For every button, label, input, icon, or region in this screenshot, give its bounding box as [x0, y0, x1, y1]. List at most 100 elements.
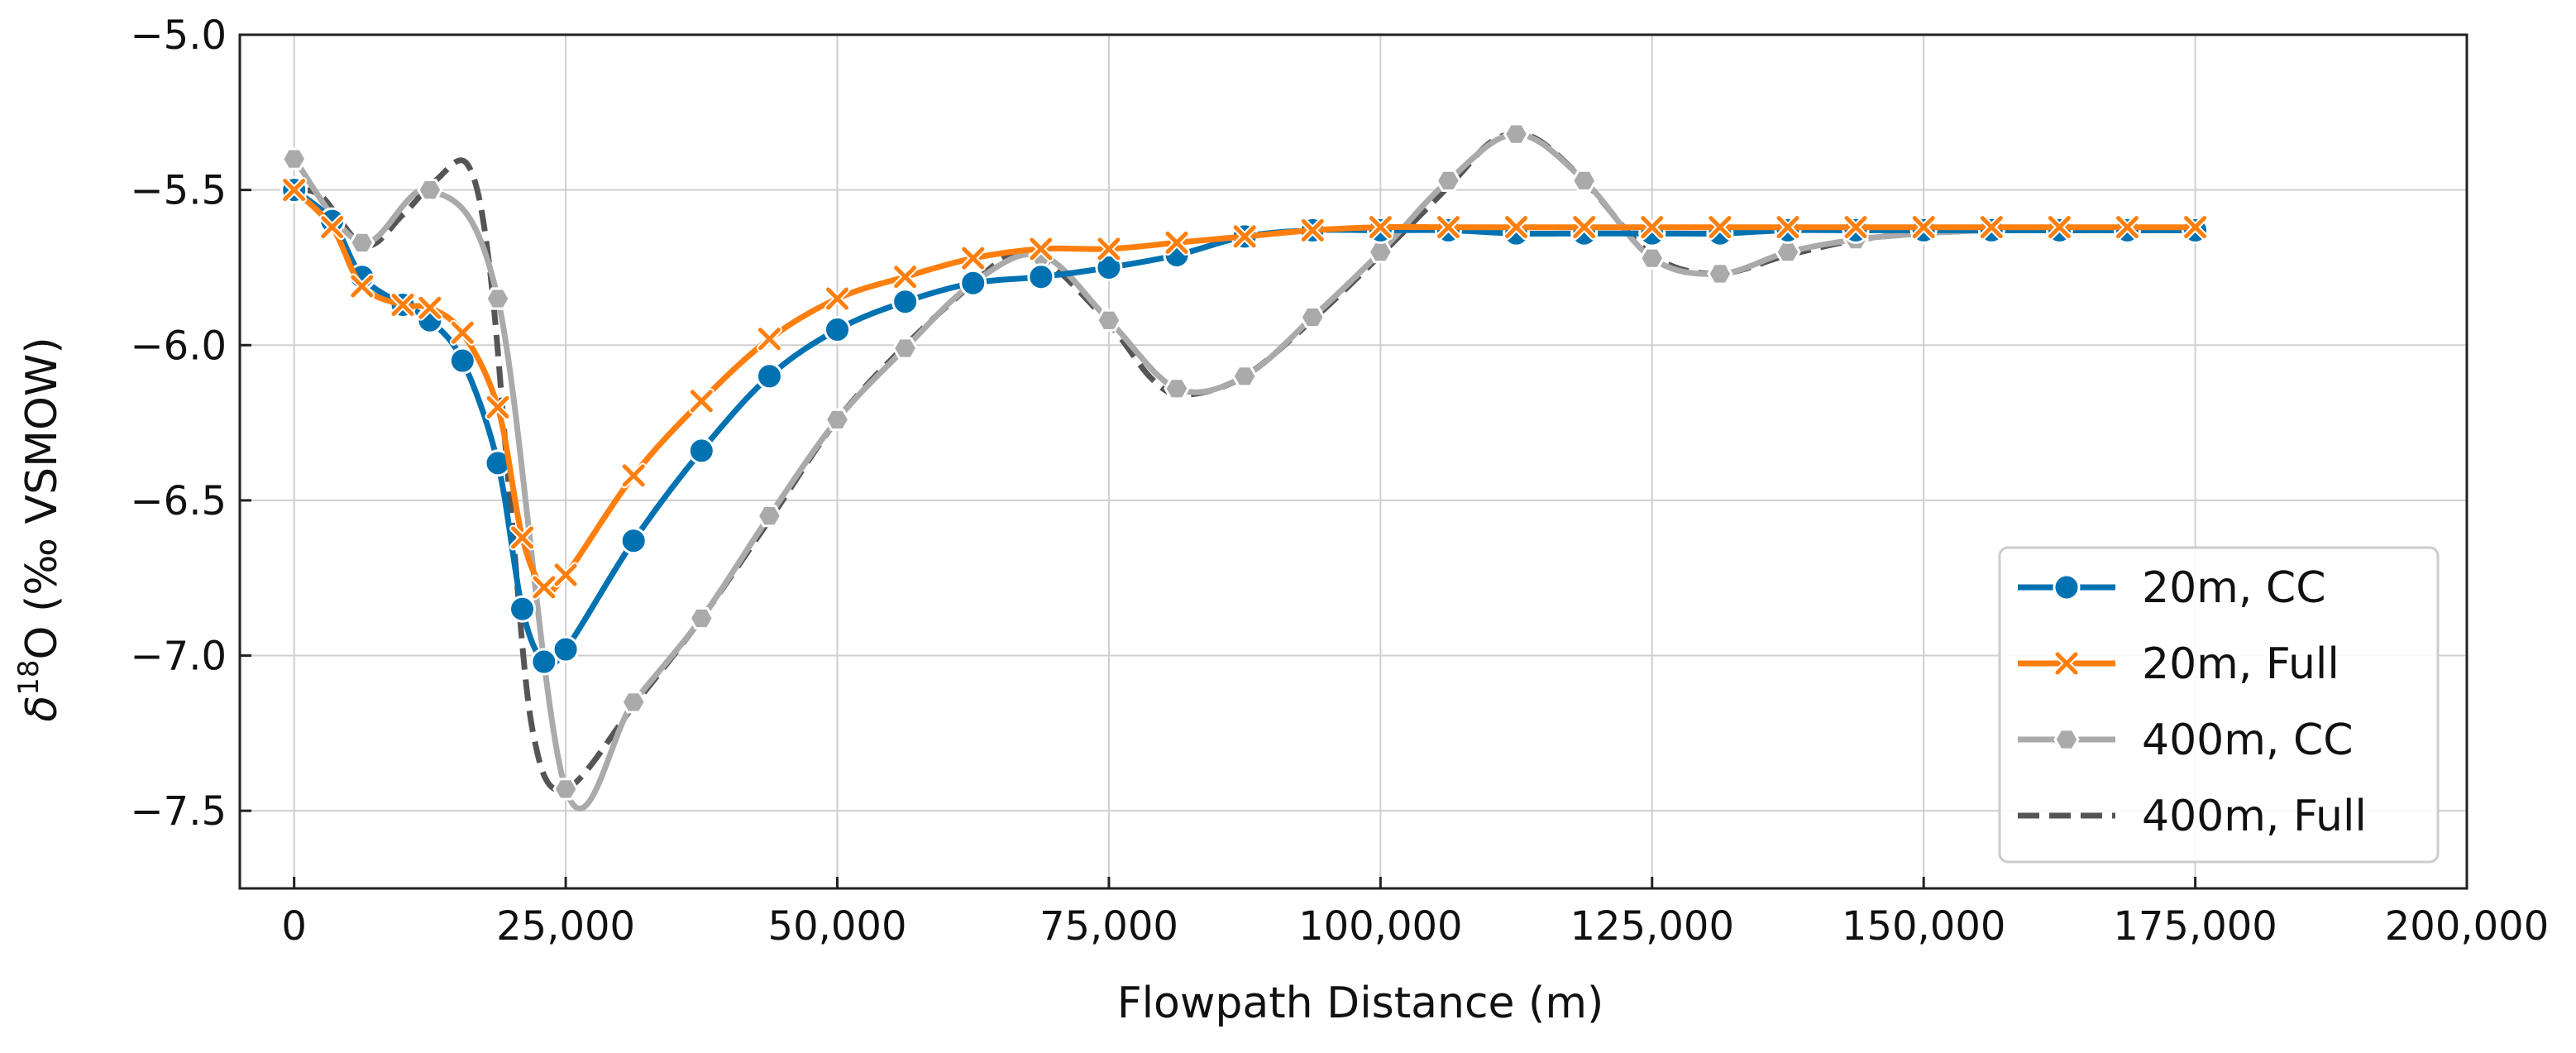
series-20m-full: [281, 177, 2209, 601]
series-20m-cc-point: [1095, 253, 1123, 281]
series-20m-full-point: [449, 319, 476, 346]
series-20m-full-point: [319, 214, 346, 241]
series-20m-full-point: [756, 326, 782, 352]
series-20m-full-point: [892, 264, 919, 290]
series-400m-cc-point: [1299, 305, 1326, 329]
y-axis-label-suffix: O (‰ VSMOW): [17, 337, 67, 659]
series-400m-cc-point: [485, 287, 511, 310]
y-axis-label-superscript: 18: [12, 660, 45, 696]
x-tick-label: 150,000: [1842, 903, 2006, 950]
series-20m-cc-point: [1027, 263, 1055, 291]
y-tick-label: −6.5: [130, 478, 227, 524]
series-20m-full-point: [960, 245, 987, 271]
series-20m-cc-point: [552, 635, 580, 663]
series-20m-cc-point: [824, 316, 852, 344]
series-20m-full-point: [2046, 214, 2072, 241]
series-20m-full-point: [390, 291, 416, 318]
series-20m-full-point: [417, 294, 443, 321]
y-tick-label: −5.0: [130, 12, 227, 59]
series-400m-cc-point: [1639, 246, 1666, 270]
series-400m-cc-point: [280, 147, 308, 170]
series-20m-full-point: [1842, 214, 1869, 241]
series-20m-cc-point: [448, 347, 476, 375]
legend-box: [1998, 546, 2440, 864]
series-400m-cc-point: [1367, 241, 1394, 264]
y-axis-label: δ18O (‰ VSMOW): [12, 337, 67, 721]
series-20m-full-point: [1571, 214, 1598, 241]
series-20m-cc-point: [509, 595, 537, 623]
series-20m-full-point: [688, 388, 714, 414]
series-20m-full-point: [1028, 236, 1054, 262]
series-20m-full-point: [1231, 223, 1258, 250]
series-20m-full-point: [1910, 214, 1937, 241]
series-400m-cc-point: [1775, 241, 1801, 264]
legend-point: [2053, 650, 2080, 677]
series-20m-full-point: [824, 285, 851, 312]
legend-point: [2053, 728, 2080, 751]
x-tick-label: 75,000: [1039, 903, 1178, 950]
series-20m-full-point: [1978, 214, 2005, 241]
legend-item-400m-cc: 400m, CC: [2018, 716, 2354, 765]
x-axis-label: Flowpath Distance (m): [1117, 979, 1604, 1028]
legend: 20m, CC 20m, Full 400m, CC 400m, Full: [1998, 546, 2440, 864]
series-400m-cc-point: [417, 179, 443, 202]
series-20m-full-point: [485, 394, 511, 420]
series-20m-full-point: [281, 177, 308, 203]
series-20m-full-point: [1435, 214, 1461, 241]
legend-label: 400m, CC: [2142, 716, 2354, 765]
series-20m-full-point: [1096, 236, 1122, 262]
series-20m-full-point: [1367, 214, 1393, 241]
series-20m-full-point: [509, 524, 536, 551]
x-tick-label: 0: [281, 903, 307, 950]
series-400m-cc-point: [1707, 262, 1733, 285]
plot-frame: [238, 33, 2468, 890]
series-layer: [280, 122, 2210, 811]
x-tick-label: 175,000: [2113, 903, 2277, 950]
y-tick-label: −7.5: [130, 788, 227, 835]
series-20m-full-point: [1164, 229, 1190, 256]
x-tick-label: 50,000: [768, 903, 907, 950]
y-tick-label: −7.0: [130, 634, 227, 680]
x-tick-label: 125,000: [1570, 903, 1735, 950]
y-tick-label: −5.5: [130, 168, 227, 214]
series-20m-full-point: [531, 574, 557, 601]
x-tick-label: 25,000: [496, 903, 635, 950]
x-tick-label: 100,000: [1298, 903, 1463, 950]
series-20m-cc-point: [619, 527, 648, 555]
series-400m-cc-point: [349, 231, 375, 255]
series-400m-cc-point: [756, 505, 783, 528]
legend-label: 400m, Full: [2142, 792, 2367, 841]
legend-label: 20m, CC: [2142, 563, 2326, 613]
series-400m-cc-point: [891, 337, 919, 360]
y-axis-label-prefix: δ: [17, 696, 67, 722]
series-20m-full-point: [1775, 214, 1801, 241]
series-20m-full-point: [1503, 214, 1530, 241]
axes-layer: [238, 33, 2468, 890]
legend-item-20m-cc: 20m, CC: [2018, 563, 2326, 613]
series-20m-full-point: [1639, 214, 1666, 241]
series-20m-full-point: [552, 562, 579, 588]
series-20m-cc-point: [959, 269, 987, 297]
series-400m-cc-point: [620, 691, 647, 714]
ticks-layer: 0 25,000 50,000 75,000 100,000 125,000 150,000…: [130, 12, 2549, 950]
series-20m-full-point: [349, 273, 375, 299]
legend-point: [2053, 573, 2081, 601]
series-20m-cc-point: [687, 437, 715, 465]
series-400m-cc-point: [824, 408, 851, 431]
series-20m-full-point: [2182, 214, 2209, 241]
x-tick-label: 200,000: [2385, 903, 2550, 950]
series-400m-cc-point: [1231, 365, 1258, 388]
series-400m-cc-point: [1435, 169, 1462, 192]
series-20m-cc-point: [318, 207, 346, 235]
series-400m-cc-point: [1096, 309, 1122, 332]
series-400m-cc-point: [1503, 122, 1530, 146]
series-20m-full-point: [2114, 214, 2140, 241]
series-400m-cc-point: [1570, 169, 1598, 192]
series-20m-full-point: [1707, 214, 1733, 241]
series-20m-cc-point: [891, 288, 920, 316]
y-tick-label: −6.0: [130, 323, 227, 369]
series-20m-full-point: [620, 462, 647, 489]
legend-item-400m-full: 400m, Full: [2018, 792, 2367, 841]
